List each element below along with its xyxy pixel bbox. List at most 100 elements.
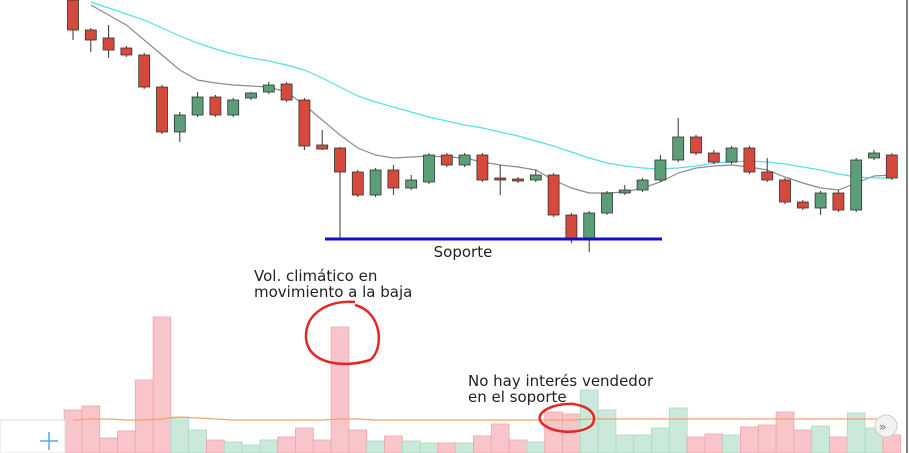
volume-bar [722,434,741,453]
volume-bar [526,441,546,453]
annotation: No hay interés vendedor [468,372,654,390]
volume-bar [188,429,207,453]
volume-bar [651,427,670,453]
candle-body [672,136,685,161]
candle-body [227,99,240,116]
candle-body [868,152,880,159]
volume-bar [579,389,599,453]
candle-body [369,169,382,196]
candle-body [618,189,631,194]
support-label: Soporte [434,243,493,261]
moving-average [90,4,892,194]
volume-bar [508,439,528,453]
candle-body [351,171,364,196]
volume-bar [882,434,902,453]
candle-body [636,179,649,191]
candle-body [743,147,756,173]
candle-body [565,214,578,241]
candle-body [512,178,524,182]
volume-bar [811,425,830,453]
candle-body [654,159,667,181]
volume-bar [117,430,136,453]
volume-bar [704,433,724,453]
volume-ma [72,416,892,421]
toolbar[interactable] [0,419,66,453]
candle-body [84,29,97,41]
volume-bar [223,441,243,453]
annotation: movimiento a la baja [254,283,412,301]
candle-body [191,96,204,116]
volume-bar [437,442,457,453]
volume-bar [686,436,706,453]
candle-body [494,177,507,181]
volume-bar [99,437,118,453]
candle-body [458,154,471,166]
candle-body [796,201,809,209]
candle-body [814,192,827,209]
volume-bar [330,326,350,453]
volume-bar [668,407,688,453]
volume-bar [490,423,510,453]
candle-body [885,154,898,179]
volume-bar [295,427,314,453]
candle-body [476,154,489,181]
volume-bar [597,409,617,453]
volume-bar [134,379,154,453]
candle-body [316,144,329,150]
candle-body [173,114,186,133]
candle-body [262,84,275,93]
candle-body [245,92,257,99]
volume-bar [63,409,83,453]
candle-body [529,174,542,181]
candle-body [67,0,79,31]
volume-bar [384,435,403,453]
candle-body [334,147,346,173]
candle-body [779,179,791,203]
candle-body [601,192,613,214]
highlight-circle [304,300,381,366]
volume-bar [633,434,652,453]
volume-bar [419,442,439,453]
volume-bar [152,316,172,453]
volume-bar [829,436,848,453]
volume-bar [401,440,421,453]
candle-body [423,154,435,183]
candle-body [156,86,168,133]
highlight-circle [538,402,596,433]
candle-body [387,169,400,189]
candle-body [405,179,418,189]
annotation: Vol. climático en [254,267,377,285]
volume-bar [170,416,190,453]
volume-bar [312,439,332,453]
scroll-icon: » [879,420,886,434]
volume-bar [81,405,101,453]
volume-bar [277,436,296,453]
scroll-button[interactable] [874,414,898,438]
candle-body [583,212,596,241]
volume-bar [366,440,385,453]
volume-bar [259,439,279,453]
volume-pane [63,316,902,453]
candle-body [138,54,151,88]
candle-body [850,159,863,211]
candle-body [120,47,133,56]
volume-bar [544,411,563,453]
crosshair-icon[interactable] [40,432,58,450]
volume-bar [241,444,261,453]
volume-bar [740,426,759,453]
candle-body [832,192,845,211]
candle-body [209,96,222,116]
volume-bar [455,442,474,453]
candle-body [725,147,738,163]
price-pane: Soporte [67,0,898,261]
volume-bar [473,435,492,453]
volume-bar [615,434,635,453]
volume-bar [757,424,777,453]
candle-body [440,154,453,166]
volume-bar [775,411,795,453]
volume-bar [348,429,368,453]
candle-body [102,37,115,51]
volume-bar [206,439,225,453]
candle-body [761,171,774,181]
